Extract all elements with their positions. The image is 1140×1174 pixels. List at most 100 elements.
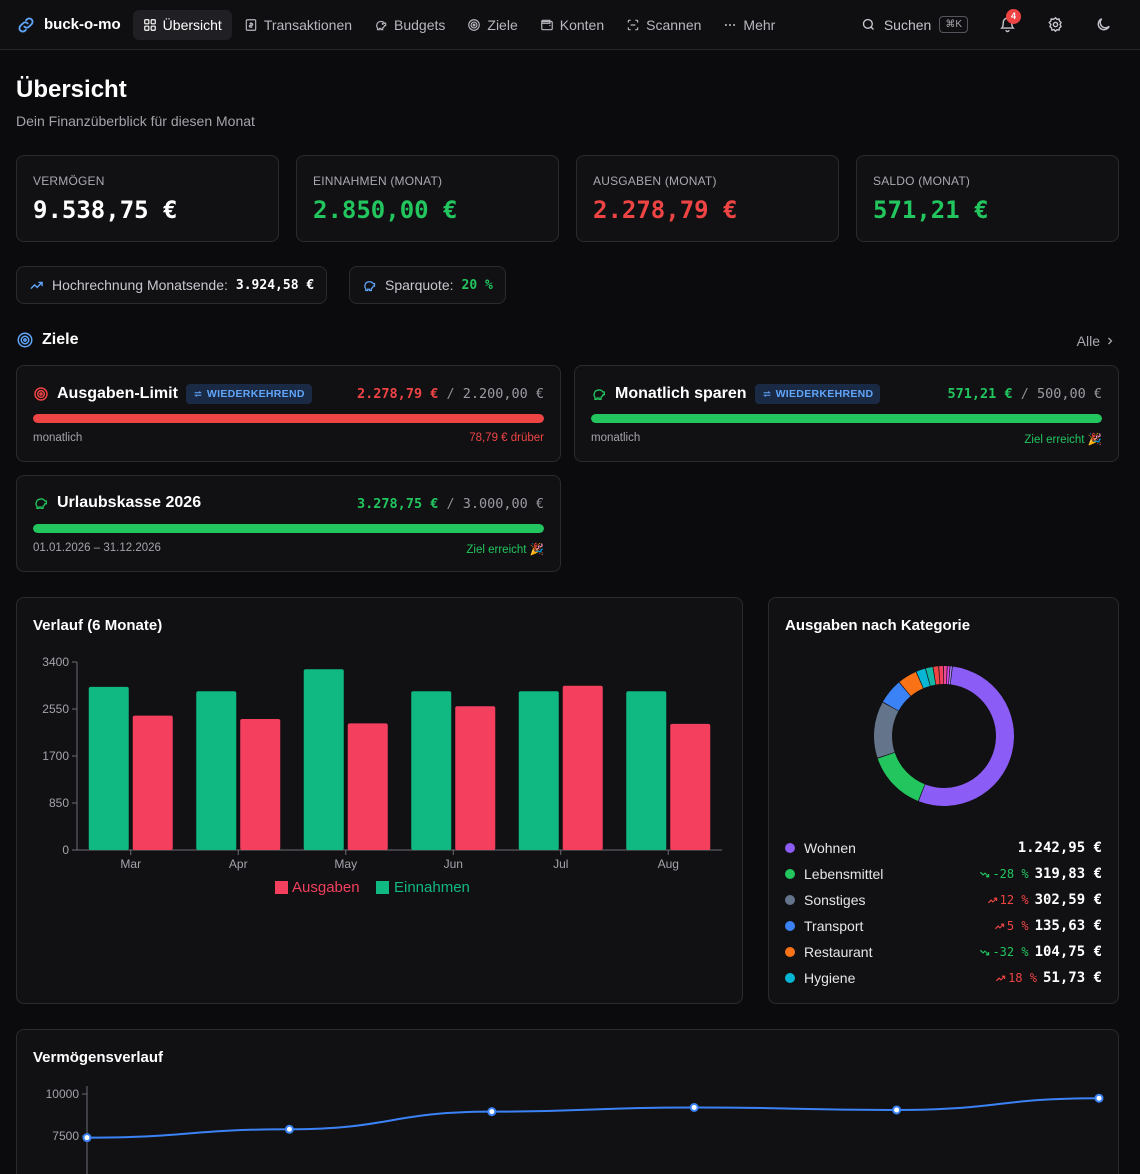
bar-einnahmen[interactable] bbox=[518, 691, 559, 850]
y-tick-label: 850 bbox=[49, 796, 69, 810]
bar-ausgaben[interactable] bbox=[240, 718, 281, 850]
goal-current: 3.278,75 € bbox=[357, 496, 439, 512]
donut-slice[interactable] bbox=[925, 666, 936, 686]
category-row[interactable]: Wohnen 1.242,95 € bbox=[785, 838, 1102, 858]
trend-value: -28 % bbox=[992, 867, 1029, 881]
category-row[interactable]: Sonstiges 12 % 302,59 € bbox=[785, 890, 1102, 910]
category-color-dot bbox=[785, 973, 795, 983]
stat-value: 2.278,79 € bbox=[593, 196, 738, 224]
trend-value: 5 % bbox=[1006, 919, 1029, 933]
nav-label: Ziele bbox=[487, 16, 518, 33]
nav-item-mehr[interactable]: Mehr bbox=[713, 10, 785, 40]
wealth-point[interactable] bbox=[1094, 1093, 1104, 1103]
category-label: Wohnen bbox=[804, 840, 856, 856]
search-button[interactable]: Suchen ⌘K bbox=[853, 12, 976, 37]
trending-up-icon bbox=[30, 281, 43, 289]
theme-toggle-button[interactable] bbox=[1086, 8, 1120, 42]
category-chart-card: Ausgaben nach Kategorie Wohnen 1.242,95 €… bbox=[768, 597, 1119, 1004]
x-tick-label: Jun bbox=[444, 857, 463, 871]
category-amount: 1.242,95 € bbox=[1017, 840, 1102, 856]
top-navigation-bar: buck-o-mo Übersicht Transaktionen Budget… bbox=[0, 0, 1140, 50]
goals-section-title: Ziele bbox=[16, 331, 78, 349]
settings-button[interactable] bbox=[1038, 8, 1072, 42]
category-row[interactable]: Restaurant -32 % 104,75 € bbox=[785, 942, 1102, 962]
category-row[interactable]: Hygiene 18 % 51,73 € bbox=[785, 968, 1102, 988]
nav-label: Mehr bbox=[743, 16, 776, 33]
donut-slice[interactable] bbox=[948, 666, 952, 685]
goal-progress-fill bbox=[33, 414, 544, 423]
bar-ausgaben[interactable] bbox=[455, 706, 496, 850]
wealth-point[interactable] bbox=[284, 1124, 294, 1134]
repeat-icon bbox=[194, 391, 202, 397]
category-row[interactable]: Transport 5 % 135,63 € bbox=[785, 916, 1102, 936]
donut-slice[interactable] bbox=[933, 666, 940, 685]
forecast-label: Hochrechnung Monatsende: bbox=[52, 277, 228, 293]
bar-ausgaben[interactable] bbox=[132, 715, 173, 850]
savings-rate-label: Sparquote: bbox=[385, 277, 454, 293]
notifications-button[interactable]: 4 bbox=[990, 8, 1024, 42]
bar-einnahmen[interactable] bbox=[88, 686, 129, 850]
goal-card-monatlich-sparen[interactable]: Monatlich sparen WIEDERKEHREND 571,21 € … bbox=[574, 365, 1119, 462]
wealth-point[interactable] bbox=[487, 1107, 497, 1117]
legend-label-ausgaben[interactable]: Ausgaben bbox=[292, 879, 360, 896]
wealth-point[interactable] bbox=[892, 1105, 902, 1115]
category-row[interactable]: Lebensmittel -28 % 319,83 € bbox=[785, 864, 1102, 884]
nav-item-budgets[interactable]: Budgets bbox=[364, 10, 455, 40]
bar-einnahmen[interactable] bbox=[411, 691, 452, 850]
donut-slice[interactable] bbox=[882, 682, 911, 711]
category-color-dot bbox=[785, 921, 795, 931]
brand[interactable]: buck-o-mo bbox=[16, 15, 121, 35]
bar-einnahmen[interactable] bbox=[196, 691, 237, 850]
category-trend: 5 % bbox=[994, 919, 1029, 933]
nav-item-scannen[interactable]: Scannen bbox=[616, 10, 711, 40]
wealth-point[interactable] bbox=[689, 1102, 699, 1112]
category-label: Lebensmittel bbox=[804, 866, 884, 882]
nav-item-konten[interactable]: Konten bbox=[530, 10, 614, 40]
nav-item-uebersicht[interactable]: Übersicht bbox=[132, 9, 232, 40]
trend-value: 12 % bbox=[999, 893, 1029, 907]
tag-label: WIEDERKEHREND bbox=[775, 388, 874, 400]
nav-label: Konten bbox=[559, 16, 605, 33]
donut-slice[interactable] bbox=[877, 752, 925, 801]
stat-value: 571,21 € bbox=[873, 196, 989, 224]
more-icon bbox=[725, 23, 736, 26]
target-icon bbox=[468, 18, 481, 31]
wealth-point[interactable] bbox=[82, 1133, 92, 1143]
donut-slice[interactable] bbox=[899, 671, 924, 696]
donut-slice[interactable] bbox=[939, 666, 944, 685]
nav-item-transaktionen[interactable]: Transaktionen bbox=[234, 10, 362, 40]
goal-card-ausgaben-limit[interactable]: Ausgaben-Limit WIEDERKEHREND 2.278,79 € … bbox=[16, 365, 561, 462]
category-amount: 135,63 € bbox=[1034, 918, 1102, 934]
category-label: Sonstiges bbox=[804, 892, 866, 908]
goal-period: monatlich bbox=[33, 432, 83, 444]
bar-ausgaben[interactable] bbox=[562, 685, 603, 850]
goal-card-urlaubskasse[interactable]: Urlaubskasse 2026 3.278,75 € / 3.000,00 … bbox=[16, 475, 561, 572]
bar-ausgaben[interactable] bbox=[670, 723, 711, 850]
legend-label-einnahmen[interactable]: Einnahmen bbox=[394, 879, 470, 896]
nav-label: Scannen bbox=[646, 16, 702, 33]
wealth-chart-card: Vermögensverlauf 7500 10000 bbox=[16, 1029, 1119, 1174]
donut-slice[interactable] bbox=[916, 668, 930, 689]
recurring-tag: WIEDERKEHREND bbox=[754, 384, 881, 404]
search-label: Suchen bbox=[883, 16, 932, 33]
goal-status: 78,79 € drüber bbox=[469, 432, 544, 444]
bar-einnahmen[interactable] bbox=[626, 691, 667, 850]
donut-slice[interactable] bbox=[874, 702, 899, 758]
search-icon bbox=[862, 18, 874, 30]
nav-item-ziele[interactable]: Ziele bbox=[457, 10, 527, 40]
bar-ausgaben[interactable] bbox=[347, 723, 388, 850]
donut-slice[interactable] bbox=[943, 666, 947, 685]
donut-slice[interactable] bbox=[946, 666, 950, 685]
gear-icon bbox=[1047, 16, 1062, 33]
category-label: Hygiene bbox=[804, 970, 856, 986]
goal-progress-fill bbox=[591, 414, 1102, 423]
y-tick-label: 10000 bbox=[46, 1087, 80, 1101]
recurring-tag: WIEDERKEHREND bbox=[185, 384, 312, 404]
category-trend: -28 % bbox=[979, 867, 1029, 881]
category-label: Transport bbox=[804, 918, 864, 934]
bar-einnahmen[interactable] bbox=[303, 669, 344, 850]
goals-all-link[interactable]: Alle bbox=[1077, 333, 1116, 349]
goal-target: 3.000,00 € bbox=[462, 496, 544, 512]
goal-period: 01.01.2026 – 31.12.2026 bbox=[33, 542, 161, 554]
donut-slice[interactable] bbox=[918, 666, 1014, 806]
